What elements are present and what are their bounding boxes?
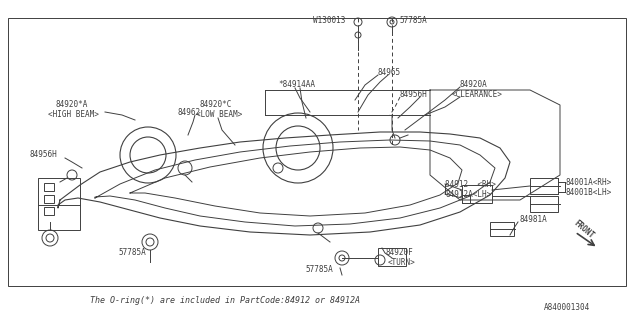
Bar xyxy=(44,207,54,215)
Text: <CLEARANCE>: <CLEARANCE> xyxy=(452,90,503,99)
Text: 84920A: 84920A xyxy=(460,80,488,89)
Text: *84914AA: *84914AA xyxy=(278,80,315,89)
Text: 84981A: 84981A xyxy=(520,215,548,224)
Text: 57785A: 57785A xyxy=(399,16,427,25)
Bar xyxy=(490,222,514,236)
Text: 84912  <RH>: 84912 <RH> xyxy=(445,180,496,189)
Bar xyxy=(8,18,626,286)
Text: FRONT: FRONT xyxy=(572,218,595,240)
Text: <LOW BEAM>: <LOW BEAM> xyxy=(196,110,243,119)
Bar xyxy=(44,195,54,203)
Bar xyxy=(44,183,54,191)
Bar xyxy=(530,178,558,194)
Text: 84001B<LH>: 84001B<LH> xyxy=(565,188,611,197)
Bar xyxy=(530,196,558,212)
Text: The O-ring(*) are included in PartCode:84912 or 84912A: The O-ring(*) are included in PartCode:8… xyxy=(90,296,360,305)
Bar xyxy=(462,185,492,203)
Text: 84920*C: 84920*C xyxy=(200,100,232,109)
Text: <TURN>: <TURN> xyxy=(388,258,416,267)
Text: 84912A<LH>: 84912A<LH> xyxy=(445,190,492,199)
Text: 84956H: 84956H xyxy=(400,90,428,99)
Text: 57785A: 57785A xyxy=(118,248,146,257)
Text: 57785A: 57785A xyxy=(305,265,333,274)
Bar xyxy=(38,178,80,230)
Text: A840001304: A840001304 xyxy=(544,303,590,312)
Text: <HIGH BEAM>: <HIGH BEAM> xyxy=(48,110,99,119)
Bar xyxy=(462,195,470,203)
Bar xyxy=(378,248,406,266)
Text: W130013: W130013 xyxy=(313,16,346,25)
Text: 84920F: 84920F xyxy=(385,248,413,257)
Text: 84001A<RH>: 84001A<RH> xyxy=(565,178,611,187)
Text: 84962: 84962 xyxy=(178,108,201,117)
Text: 84956H: 84956H xyxy=(30,150,58,159)
Text: 84920*A: 84920*A xyxy=(55,100,88,109)
Text: 84965: 84965 xyxy=(378,68,401,77)
